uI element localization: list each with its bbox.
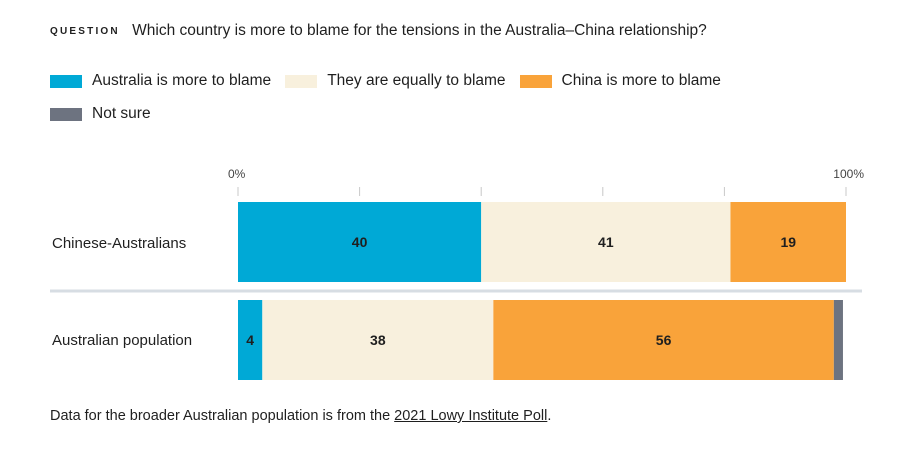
bar-segment-1-1: [262, 300, 494, 380]
legend-item-equal: They are equally to blame: [285, 72, 506, 90]
legend-label-equal: They are equally to blame: [327, 72, 506, 89]
footnote: Data for the broader Australian populati…: [50, 408, 551, 424]
data-label-0-1: 41: [598, 234, 614, 250]
legend-row-1: Australia is more to blame They are equa…: [50, 70, 890, 92]
footnote-link[interactable]: 2021 Lowy Institute Poll: [394, 408, 548, 424]
legend: Australia is more to blame They are equa…: [50, 70, 890, 136]
legend-swatch-australia: [50, 74, 82, 88]
data-label-1-0: 4: [246, 332, 254, 348]
bar-segment-0-0: [238, 202, 482, 282]
x-tick-label-end: 100%: [833, 167, 864, 181]
data-label-0-2: 19: [780, 234, 796, 250]
footnote-suffix: .: [547, 408, 552, 424]
question-label: QUESTION: [50, 26, 120, 37]
legend-swatch-not-sure: [50, 107, 82, 121]
legend-label-australia: Australia is more to blame: [92, 72, 272, 89]
footnote-text: Data for the broader Australian populati…: [50, 408, 395, 424]
legend-swatch-equal: [285, 74, 318, 88]
legend-item-china: China is more to blame: [519, 72, 721, 90]
question: QUESTION Which country is more to blame …: [50, 22, 707, 40]
x-tick-label-start: 0%: [228, 167, 246, 181]
legend-swatch-china: [519, 74, 552, 88]
legend-item-australia: Australia is more to blame: [50, 72, 271, 90]
legend-label-china: China is more to blame: [561, 72, 721, 89]
bar-segment-1-0: [238, 300, 263, 380]
bar-segment-1-3: [833, 300, 843, 380]
category-label-1: Australian population: [52, 332, 192, 349]
data-label-1-1: 38: [370, 332, 386, 348]
bar-segment-0-2: [730, 202, 846, 282]
data-label-0-0: 40: [352, 234, 368, 250]
legend-item-not-sure: Not sure: [50, 105, 151, 123]
category-label-0: Chinese-Australians: [52, 235, 186, 252]
legend-row-2: Not sure: [50, 103, 890, 125]
bar-segment-0-1: [481, 202, 731, 282]
bar-segment-1-2: [493, 300, 834, 380]
data-label-1-2: 56: [656, 332, 672, 348]
question-text: Which country is more to blame for the t…: [132, 22, 707, 39]
legend-label-not-sure: Not sure: [92, 105, 151, 122]
